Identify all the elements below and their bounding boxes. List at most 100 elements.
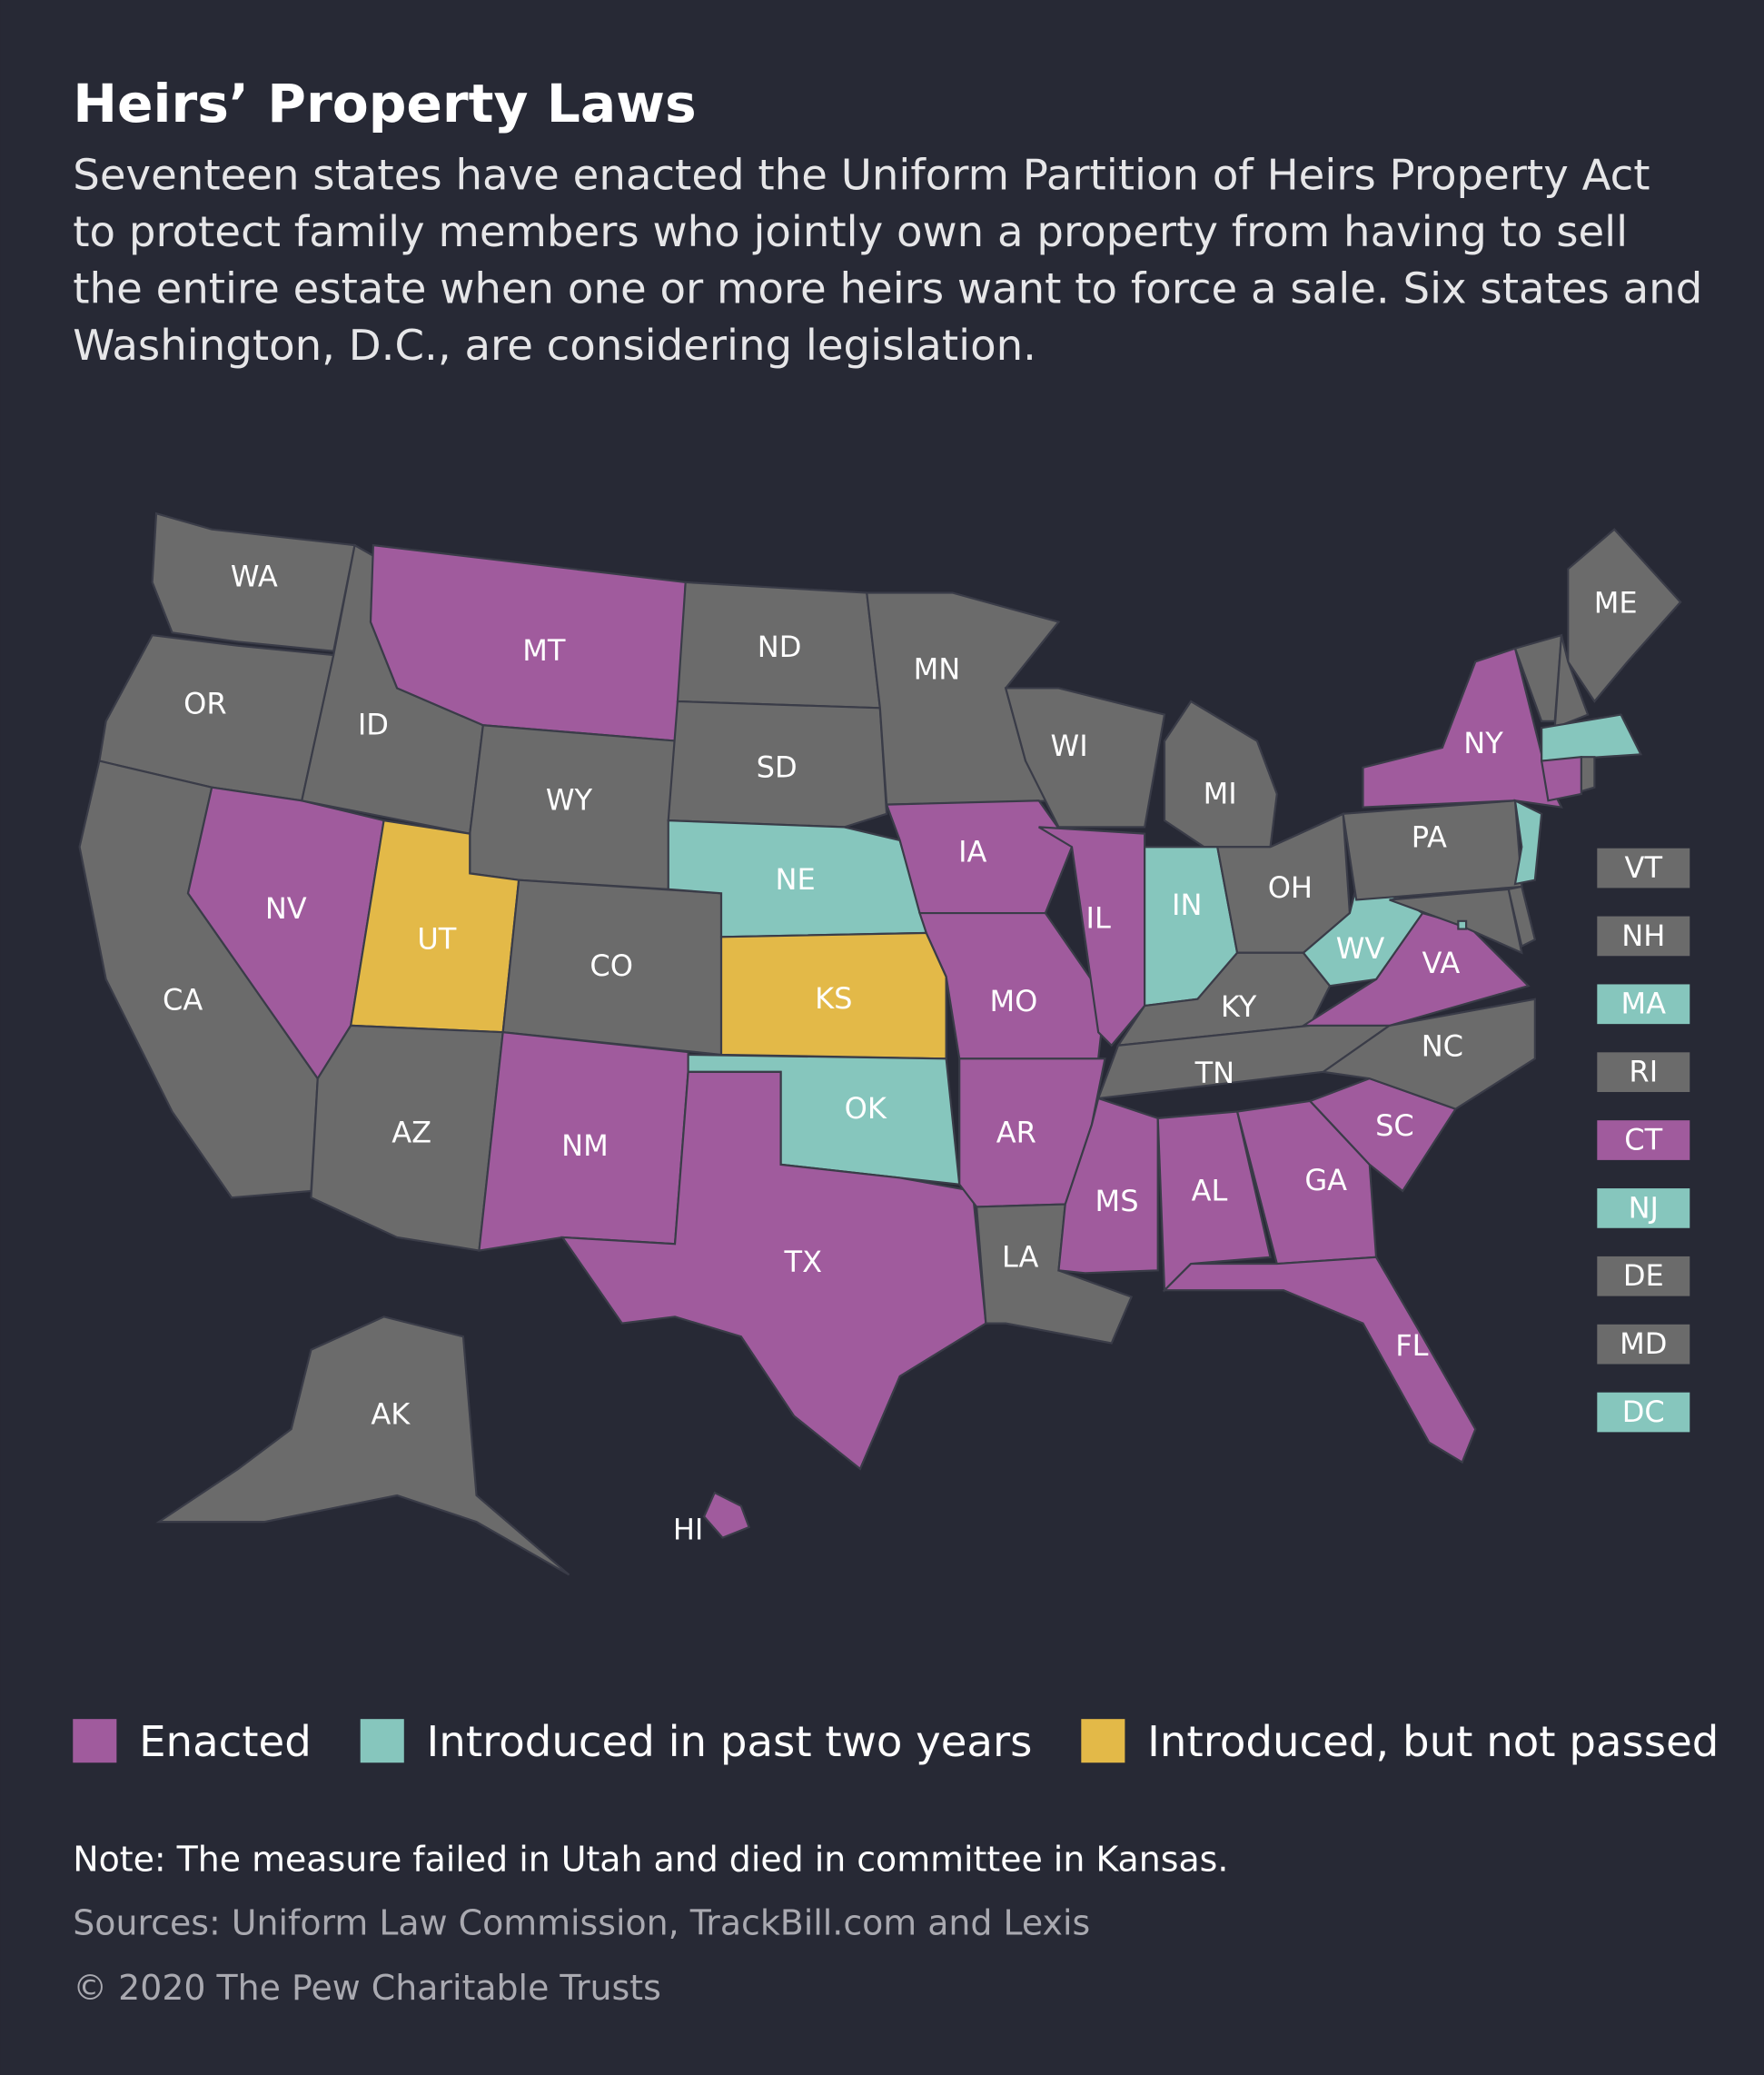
legend-label: Introduced in past two years (427, 1717, 1033, 1766)
subtitle-line: Seventeen states have enacted the Unifor… (73, 150, 1650, 199)
note: Note: The measure failed in Utah and die… (73, 1840, 1228, 1880)
sources: Sources: Uniform Law Commission, TrackBi… (73, 1903, 1090, 1943)
subtitle-line: Washington, D.C., are considering legisl… (73, 321, 1036, 370)
state-label: TX (784, 1245, 823, 1279)
state-shape (1541, 713, 1643, 762)
state-label: ND (758, 630, 802, 664)
subtitle: Seventeen states have enacted the Unifor… (73, 150, 1702, 370)
subtitle-line: to protect family members who jointly ow… (73, 207, 1628, 256)
state-label: OK (845, 1091, 887, 1126)
state-label: WA (231, 560, 278, 594)
small-state-box (1597, 1120, 1690, 1160)
state-shape (667, 700, 888, 829)
legend-swatch (360, 1719, 404, 1763)
state-shape (1580, 756, 1596, 793)
state-label: AK (371, 1397, 411, 1432)
state-shape (719, 931, 947, 1060)
state-shape (1162, 1256, 1477, 1464)
title: Heirs’ Property Laws (73, 73, 696, 134)
state-label: ME (1594, 586, 1638, 621)
state-label: FL (1395, 1328, 1428, 1363)
small-state-label: RI (1629, 1055, 1658, 1089)
state-label: TN (1194, 1056, 1235, 1090)
state-label: CO (590, 948, 633, 983)
small-state-box (1597, 1324, 1690, 1365)
small-state-label: DE (1623, 1258, 1664, 1293)
state-shape (1156, 1110, 1272, 1293)
state-label: WV (1336, 931, 1385, 966)
state-shape (1038, 826, 1146, 1047)
state-label: IN (1172, 888, 1202, 922)
subtitle-line: the entire estate when one or more heirs… (73, 264, 1702, 313)
state-label: NY (1463, 726, 1503, 760)
state-shape (1235, 1099, 1378, 1266)
state-shape (1057, 1097, 1159, 1275)
legend: Enacted Introduced in past two years Intro… (73, 1717, 1719, 1766)
state-label: OH (1268, 870, 1313, 905)
small-state-box (1597, 916, 1690, 957)
state-shape (1389, 888, 1523, 955)
state-shape (155, 1315, 570, 1576)
state-label: CA (163, 983, 203, 1018)
small-state-box (1597, 1052, 1690, 1093)
state-label: IA (958, 835, 986, 869)
state-label: SD (757, 750, 798, 784)
state-shape (151, 511, 356, 652)
small-state-label: MA (1621, 987, 1667, 1021)
legend-swatch (1081, 1719, 1125, 1763)
state-shape (560, 1070, 987, 1471)
state-label: MT (522, 633, 566, 668)
state-label: VA (1422, 946, 1461, 980)
state-shape (1540, 755, 1582, 802)
small-state-box (1597, 1188, 1690, 1228)
state-label: NC (1422, 1029, 1463, 1064)
state-label: WY (546, 783, 593, 818)
state-shape (1308, 1077, 1458, 1193)
small-state-box (1597, 848, 1690, 889)
state-label: IL (1086, 900, 1111, 935)
state-label: HI (673, 1512, 704, 1546)
state-label: WI (1051, 729, 1088, 763)
state-label: ID (358, 708, 389, 742)
state-shape (1513, 799, 1543, 886)
state-label: NE (775, 862, 815, 897)
state-label: NM (561, 1128, 609, 1163)
state-shape (1004, 687, 1166, 829)
legend-label: Introduced, but not passed (1147, 1717, 1719, 1766)
state-label: AR (996, 1115, 1036, 1149)
state-label: MI (1204, 776, 1237, 810)
state-shape (1553, 634, 1590, 730)
state-label: UT (417, 922, 456, 957)
small-state-box (1597, 1392, 1690, 1433)
state-shape (1457, 919, 1468, 930)
state-label: PA (1412, 820, 1447, 855)
state-label: GA (1304, 1163, 1347, 1197)
state-label: OR (183, 686, 226, 720)
small-state-label: NJ (1629, 1190, 1659, 1225)
small-state-label: MD (1620, 1326, 1667, 1361)
small-state-box (1597, 1256, 1690, 1296)
legend-swatch (73, 1719, 117, 1763)
state-label: KS (815, 981, 852, 1016)
small-state-box (1597, 984, 1690, 1025)
state-shape (702, 1491, 751, 1539)
small-state-label: VT (1625, 850, 1663, 885)
map: WA OR CA NV ID MT WY UT AZ CO NM ND SD NE KS OK TX MN IA MO… (78, 511, 1690, 1576)
state-label: SC (1375, 1108, 1414, 1143)
state-label: MN (914, 652, 961, 687)
copyright: © 2020 The Pew Charitable Trusts (73, 1968, 661, 2008)
state-label: AL (1192, 1173, 1228, 1207)
state-label: NV (265, 891, 307, 926)
small-state-label: NH (1621, 918, 1665, 953)
state-label: MS (1095, 1184, 1139, 1218)
small-state-label: CT (1624, 1122, 1662, 1157)
state-label: MO (990, 984, 1038, 1018)
small-state-label: DC (1622, 1395, 1665, 1429)
state-shape (1163, 700, 1278, 849)
state-label: KY (1221, 989, 1257, 1024)
state-label: AZ (391, 1115, 431, 1149)
state-label: LA (1002, 1239, 1039, 1274)
legend-label: Enacted (139, 1717, 312, 1766)
